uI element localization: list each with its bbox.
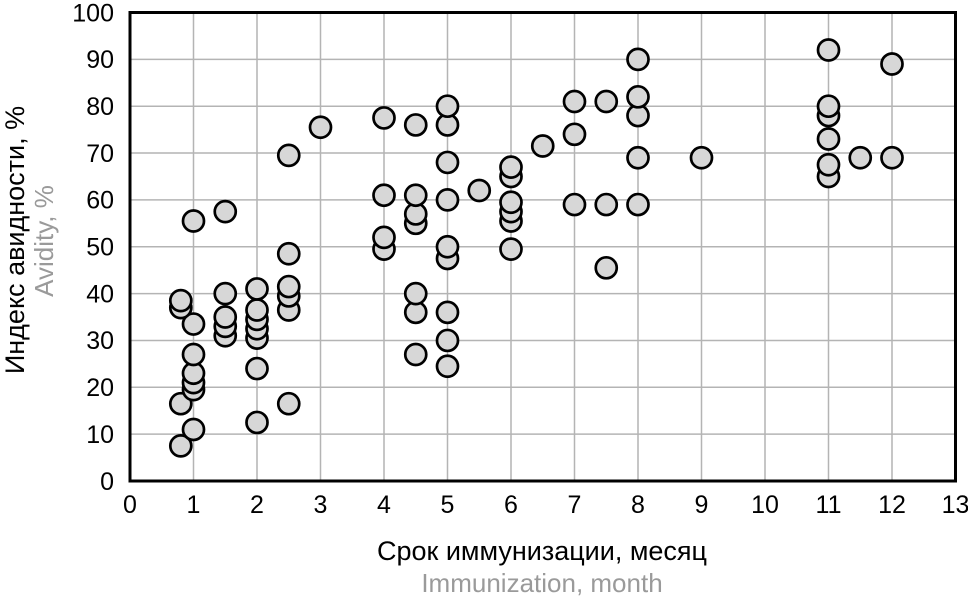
data-point: [308, 115, 333, 140]
data-point: [181, 312, 206, 336]
x-tick-label: 8: [631, 491, 645, 519]
data-point: [435, 150, 460, 175]
data-point: [372, 183, 396, 208]
data-point: [435, 300, 460, 325]
data-point: [245, 410, 269, 435]
data-point: [403, 113, 428, 137]
data-point: [213, 305, 238, 329]
data-point: [245, 298, 269, 322]
data-point: [276, 274, 301, 299]
data-point: [403, 342, 428, 367]
y-axis-tick-labels: 0 10 20 30 40 50 60 70 80 90 100: [72, 0, 114, 496]
data-point: [626, 47, 650, 72]
data-point: [435, 94, 460, 119]
data-point: [245, 356, 269, 381]
data-point: [562, 192, 587, 217]
x-axis-tick-labels: 0 1 2 3 4 5 6 7 8 9 10 11 12 13: [123, 491, 968, 519]
data-point: [372, 106, 396, 130]
data-point: [435, 188, 460, 212]
data-point: [816, 127, 841, 151]
data-point: [499, 237, 523, 261]
data-point: [276, 143, 301, 168]
data-point: [213, 199, 238, 224]
data-point: [816, 38, 841, 62]
data-point: [626, 192, 650, 217]
data-point: [435, 328, 460, 353]
data-point: [181, 417, 206, 442]
data-point: [594, 89, 619, 114]
x-tick-label: 6: [504, 491, 518, 519]
data-point: [245, 277, 269, 301]
y-tick-label: 10: [86, 421, 114, 449]
data-point: [467, 178, 492, 203]
x-tick-label: 4: [377, 491, 391, 519]
data-point: [626, 145, 650, 170]
y-tick-label: 0: [100, 468, 114, 496]
data-point: [181, 342, 206, 367]
data-point: [435, 354, 460, 379]
data-point: [499, 190, 523, 215]
y-tick-label: 30: [86, 327, 114, 355]
x-tick-label: 13: [942, 491, 968, 519]
data-point: [562, 122, 587, 147]
y-axis-title-ru: Индекс авидности, %: [0, 106, 30, 374]
data-point: [594, 192, 619, 217]
x-tick-label: 5: [441, 491, 455, 519]
x-tick-label: 7: [568, 491, 582, 519]
y-tick-label: 50: [86, 234, 114, 262]
plot-border: [128, 11, 957, 483]
x-tick-label: 3: [314, 491, 328, 519]
data-point: [848, 145, 873, 170]
y-axis-title-en: Avidity, %: [29, 185, 59, 297]
x-tick-label: 12: [878, 491, 906, 519]
data-point: [181, 209, 206, 233]
x-tick-label: 11: [816, 491, 842, 519]
data-point: [403, 183, 428, 208]
data-point: [168, 434, 193, 458]
data-point: [880, 52, 904, 76]
x-tick-label: 10: [751, 491, 779, 519]
x-tick-label: 2: [250, 491, 264, 519]
x-tick-label: 1: [187, 491, 201, 519]
data-point: [213, 281, 238, 306]
x-axis-title-ru: Срок иммунизации, месяц: [377, 536, 707, 566]
data-point: [403, 281, 428, 306]
y-tick-label: 70: [86, 140, 114, 168]
data-point: [435, 234, 460, 259]
data-points: [168, 38, 904, 458]
data-point: [816, 152, 841, 177]
x-tick-label: 9: [695, 491, 709, 519]
data-point: [372, 225, 396, 250]
data-point: [626, 84, 650, 109]
data-point: [276, 391, 301, 416]
data-point: [880, 145, 904, 170]
y-tick-label: 20: [86, 374, 114, 402]
data-point: [168, 288, 193, 313]
y-tick-label: 80: [86, 93, 114, 121]
x-tick-label: 0: [123, 491, 137, 519]
data-point: [689, 145, 714, 170]
grid-lines: [129, 11, 957, 482]
y-tick-label: 60: [86, 187, 114, 215]
data-point: [530, 134, 555, 158]
data-point: [816, 94, 841, 119]
data-point: [562, 89, 587, 114]
data-point: [276, 241, 301, 266]
y-tick-label: 90: [86, 46, 114, 74]
data-point: [594, 255, 619, 280]
data-point: [499, 155, 523, 179]
y-tick-label: 100: [72, 0, 114, 27]
y-tick-label: 40: [86, 280, 114, 308]
x-axis-title-en: Immunization, month: [421, 568, 662, 598]
